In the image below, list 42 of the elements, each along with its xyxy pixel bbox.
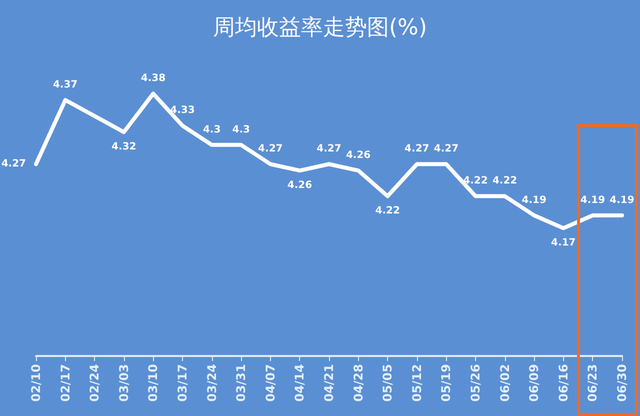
data-label: 4.22 [492,176,518,187]
x-tick-label: 06/16 [556,364,570,402]
x-tick-label: 03/10 [146,364,160,402]
x-tick-label: 03/31 [234,364,248,402]
x-tick-label: 05/19 [439,364,454,402]
data-label: 4.27 [316,144,342,155]
data-label: 4.32 [112,142,136,153]
data-label: 4.17 [551,238,576,249]
x-tick-label: 05/12 [410,364,424,402]
x-tick-label: 02/24 [88,364,102,402]
data-label: 4.38 [140,73,166,84]
data-label: 4.27 [1,158,26,170]
data-label: 4.3 [202,124,221,136]
data-label: 4.26 [346,150,371,162]
data-label: 4.22 [463,176,488,187]
x-tick-label: 06/09 [527,364,542,402]
x-tick-label: 03/17 [176,364,190,402]
x-tick-label: 04/14 [292,364,307,402]
x-tick-label: 04/21 [322,364,336,402]
x-tick-label: 02/10 [29,364,43,402]
data-label: 4.27 [434,144,459,155]
x-tick-label: 04/28 [351,364,366,402]
data-label: 4.19 [610,194,634,206]
x-tick-label: 06/30 [615,364,629,402]
data-label: 4.27 [404,144,430,155]
chart-title: 周均收益率走势图(%) [212,16,428,40]
x-tick-label: 04/07 [263,364,278,402]
x-tick-label: 06/23 [586,364,600,402]
data-label: 4.37 [52,80,78,91]
data-label: 4.33 [170,105,195,116]
x-tick-label: 05/26 [468,364,482,402]
x-tick-label: 05/05 [380,364,395,402]
data-label: 4.3 [232,124,250,136]
data-label: 4.19 [522,194,546,206]
x-tick-label: 02/17 [58,364,72,402]
data-label: 4.27 [258,144,283,155]
data-label: 4.22 [375,206,400,217]
x-tick-label: 03/24 [204,364,219,402]
data-label: 4.26 [287,180,312,192]
x-tick-label: 03/03 [116,364,131,402]
x-tick-label: 06/02 [498,364,512,402]
data-label: 4.19 [580,194,606,206]
